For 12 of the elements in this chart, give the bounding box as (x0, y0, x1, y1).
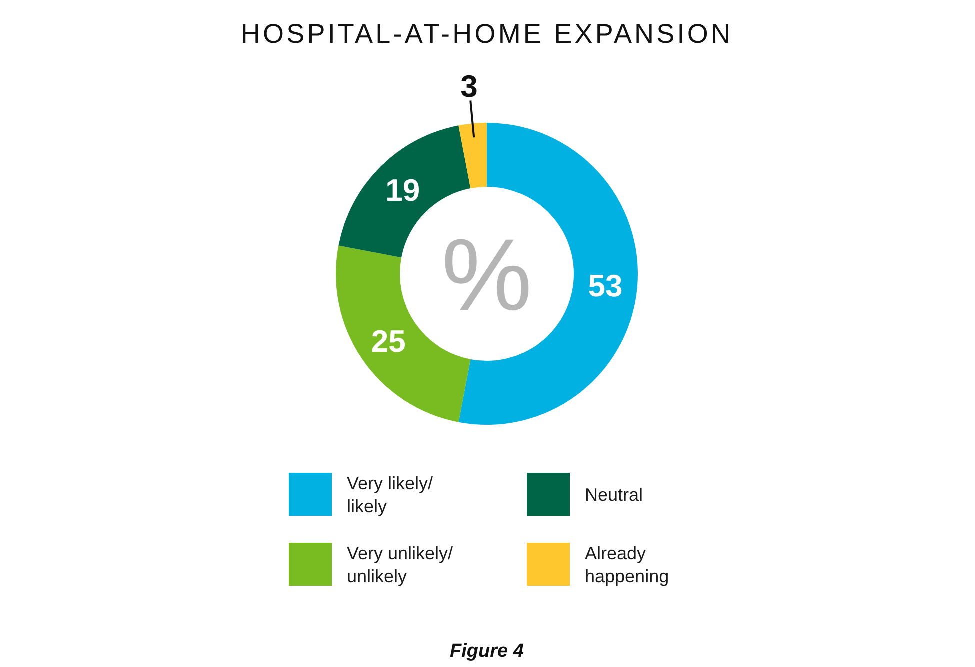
donut-slice (458, 123, 487, 189)
legend-label: Neutral (585, 484, 644, 505)
caption: Figure 4 (450, 641, 524, 662)
text: % (442, 218, 532, 332)
data-label: 53 (588, 268, 623, 304)
data-label: 25 (371, 324, 406, 360)
data-label: 19 (386, 173, 420, 208)
chart-title: HOSPITAL-AT-HOME EXPANSION (240, 19, 734, 49)
legend-label: Very unlikely/unlikely (347, 543, 454, 586)
legend-label: Already happening (585, 543, 670, 586)
legend-label: Very likely/likely (347, 473, 434, 516)
data-label: 3 (460, 69, 478, 104)
